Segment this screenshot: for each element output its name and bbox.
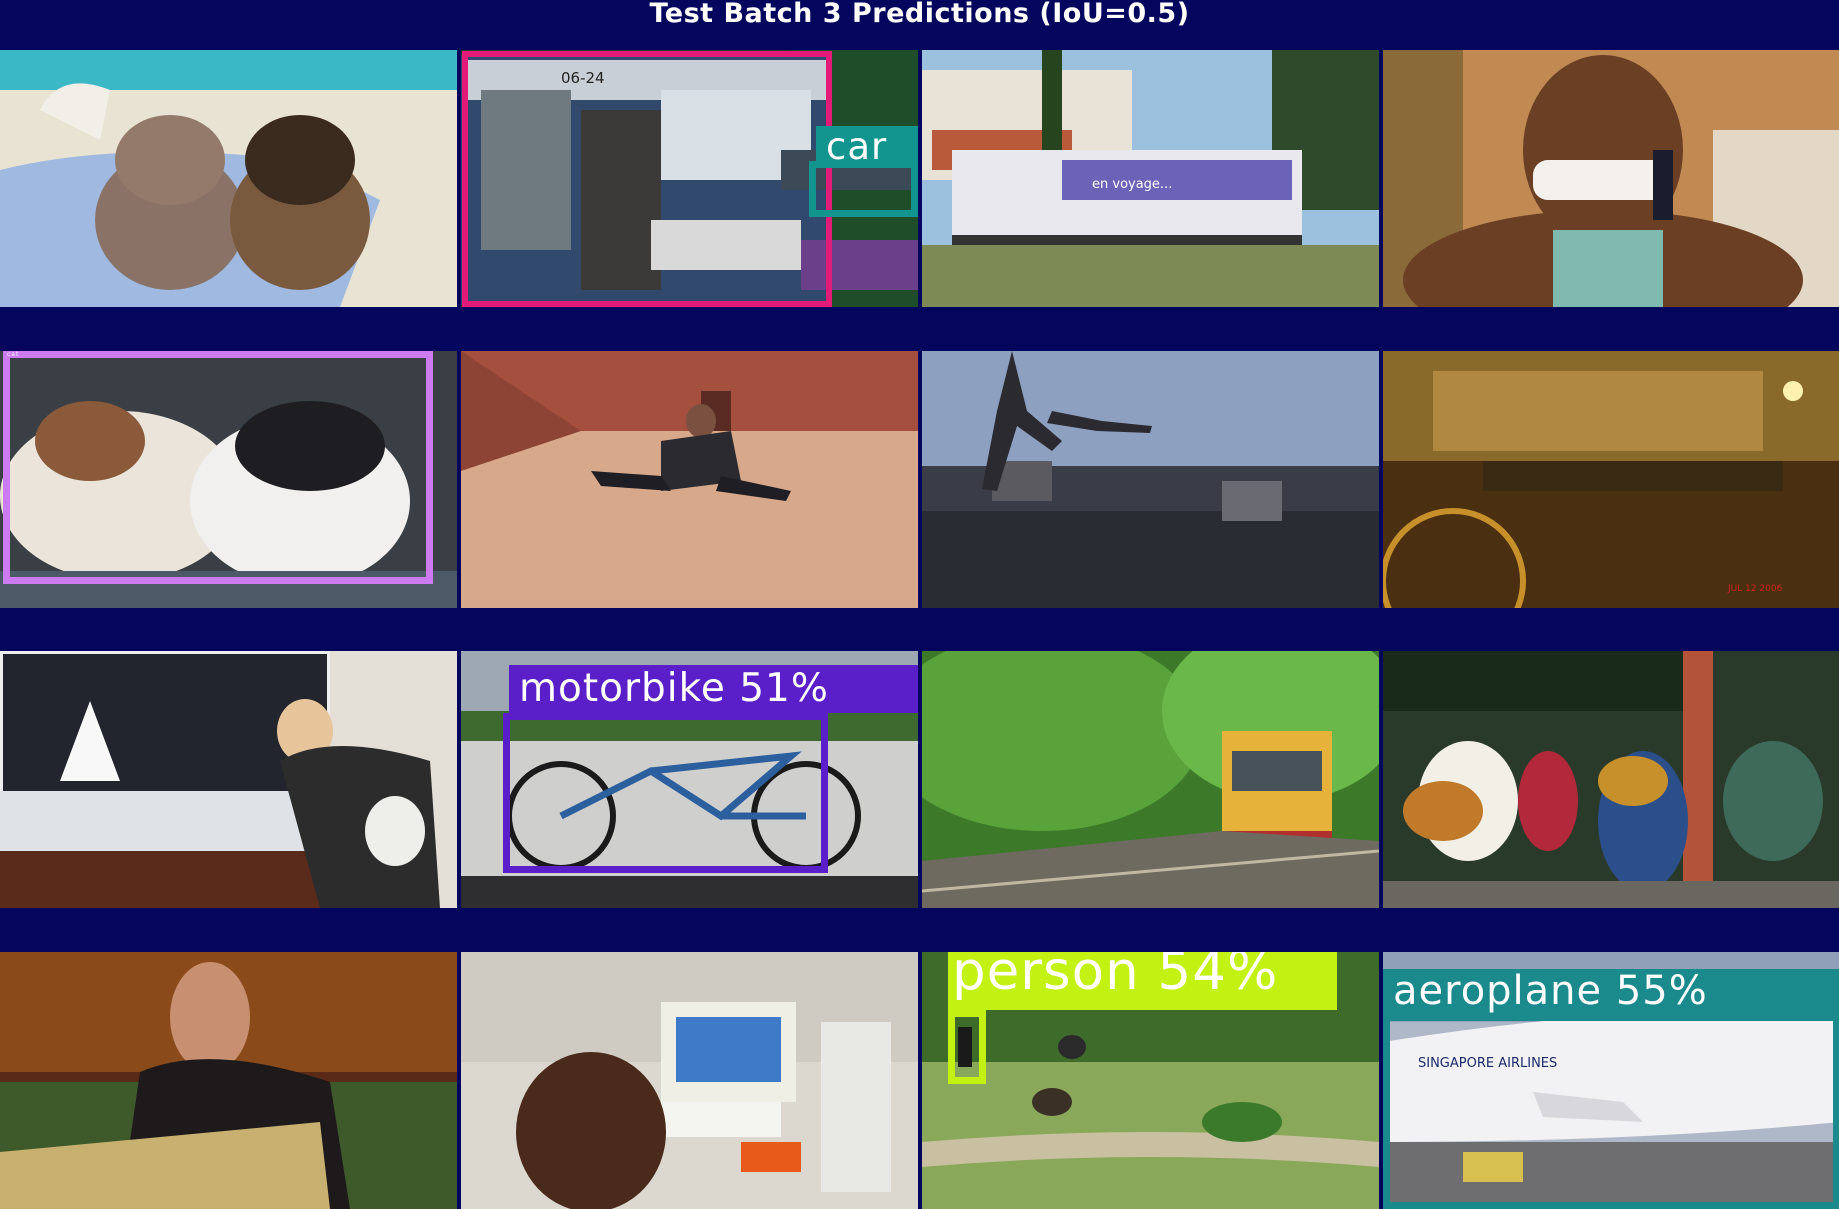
person-label: person 54% <box>948 952 1337 1010</box>
image-cell-11 <box>922 651 1379 908</box>
image-cell-13 <box>0 952 457 1209</box>
train-image: en voyage... <box>922 50 1379 307</box>
image-cell-14 <box>461 952 918 1209</box>
photo-date-text: JUL 12 2006 <box>1727 584 1783 594</box>
image-cell-16: SINGAPORE AIRLINES aeroplane 55% <box>1383 952 1839 1209</box>
motorbike-box <box>503 713 828 873</box>
motorbike-label-text: motorbike 51% <box>519 666 829 711</box>
aeroplane-label-text: aeroplane 55% <box>1393 969 1708 1014</box>
aeroplane-box <box>1383 1014 1839 1209</box>
cats-cushion-image <box>0 50 457 307</box>
forest-train-image <box>922 651 1379 908</box>
person-label-text: person 54% <box>952 952 1279 1002</box>
image-cell-10: motorbike 51% <box>461 651 918 908</box>
image-cell-4 <box>1383 50 1839 307</box>
bus-image: 06-24 <box>461 50 918 307</box>
miniature-village-image <box>0 651 457 908</box>
train-text: en voyage... <box>1092 177 1172 192</box>
image-cell-5: cat <box>0 351 457 608</box>
person-box <box>948 1010 986 1084</box>
image-cell-15: person 54% <box>922 952 1379 1209</box>
image-cell-12 <box>1383 651 1839 908</box>
image-cell-1 <box>0 50 457 307</box>
silhouette-jump-image <box>922 351 1379 608</box>
night-square-image: JUL 12 2006 <box>1383 351 1839 608</box>
page-title: Test Batch 3 Predictions (IoU=0.5) <box>649 0 1190 29</box>
bus-sign-text: 06-24 <box>561 69 605 87</box>
plane-text: SINGAPORE AIRLINES <box>1418 1056 1557 1071</box>
image-cell-8: JUL 12 2006 <box>1383 351 1839 608</box>
jumping-man-image <box>461 351 918 608</box>
image-cell-2: 06-24 car <box>461 50 918 307</box>
image-cell-6 <box>461 351 918 608</box>
guitar-group-image <box>1383 651 1839 908</box>
image-cell-7 <box>922 351 1379 608</box>
bus-box <box>462 51 832 307</box>
cat-label: cat <box>3 351 265 358</box>
image-cell-3: en voyage... <box>922 50 1379 307</box>
car-label: car <box>816 126 918 167</box>
computer-desk-image <box>461 952 918 1209</box>
car-box <box>809 161 918 217</box>
aeroplane-label: aeroplane 55% <box>1383 969 1839 1014</box>
singer-image <box>0 952 457 1209</box>
woman-phone-image <box>1383 50 1839 307</box>
motorbike-label: motorbike 51% <box>509 665 918 713</box>
cat-box <box>3 351 433 584</box>
cat-label-text: cat <box>7 351 20 358</box>
image-cell-9 <box>0 651 457 908</box>
car-label-text: car <box>826 126 888 167</box>
calico-cats-image <box>0 351 457 608</box>
